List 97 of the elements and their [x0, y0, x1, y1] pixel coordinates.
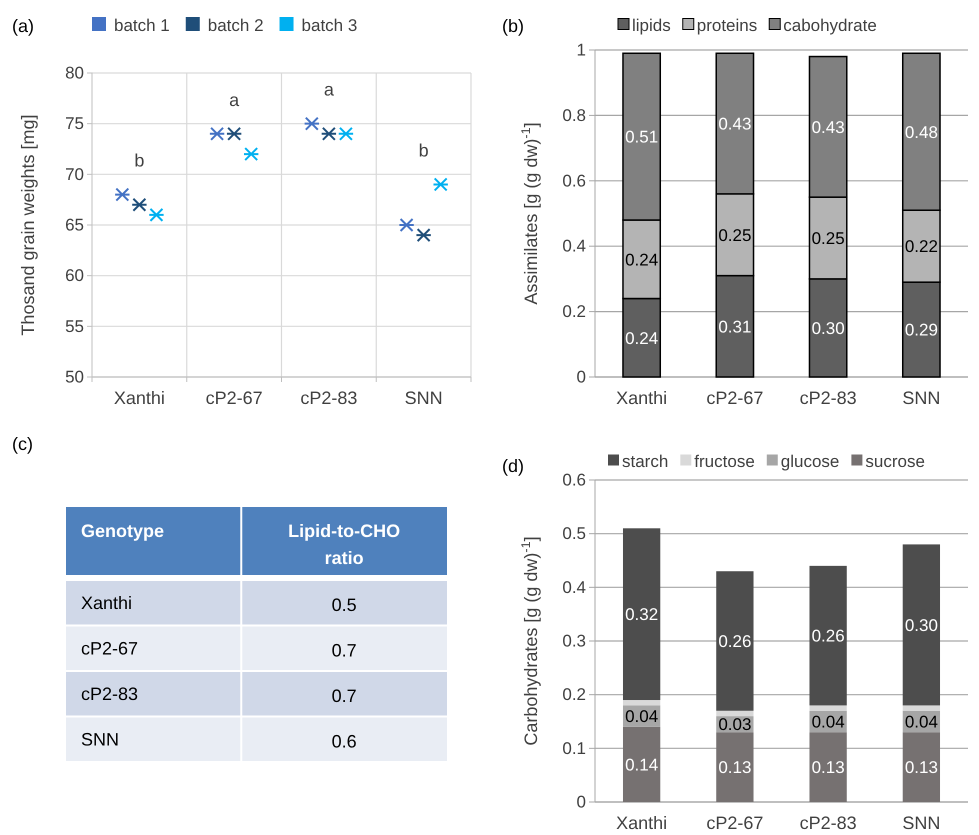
x-tick-label: SNN	[902, 388, 940, 408]
data-label: 0.24	[625, 328, 658, 348]
y-tick-label: 0	[576, 367, 586, 386]
data-label: 0.43	[718, 114, 752, 134]
bar	[809, 566, 847, 706]
legend-label: batch 3	[302, 16, 358, 35]
x-tick-label: cP2-67	[706, 812, 764, 833]
y-tick-label: 0.3	[562, 631, 586, 650]
chart-title: (d)	[502, 456, 524, 476]
data-label: 0.04	[904, 712, 938, 732]
y-tick-label: 0	[576, 792, 586, 812]
text: Genotype	[81, 521, 164, 541]
category-label: cP2-67	[81, 638, 138, 658]
data-label: 0.13	[904, 758, 938, 778]
x-tick-label: cP2-83	[800, 812, 857, 833]
data-label: 0.14	[625, 755, 658, 774]
data-label: 0.04	[812, 712, 845, 732]
data-label: 0.6	[332, 731, 357, 752]
bar	[716, 732, 754, 802]
y-tick-label: 0.5	[562, 524, 586, 544]
y-tick-label: 0.4	[562, 236, 586, 256]
y-axis-title: Thosand grain weights [mg]	[18, 114, 38, 336]
data-label: 0.31	[718, 317, 752, 336]
y-tick-label: 1	[576, 40, 586, 60]
legend-label: batch 1	[114, 16, 170, 35]
data-label: 0.48	[904, 122, 938, 142]
data-label: 0.5	[332, 594, 357, 615]
data-label: 0.25	[812, 229, 845, 248]
bar	[902, 732, 940, 802]
bar	[716, 571, 754, 711]
y-tick-label: 0.6	[562, 171, 586, 190]
data-label: 0.13	[718, 758, 752, 778]
x-tick-label: Xanthi	[114, 388, 165, 408]
data-label: 0.32	[625, 605, 658, 624]
legend-label: glucose	[780, 452, 840, 471]
data-label: 0.7	[332, 686, 357, 706]
annotation: a	[229, 90, 240, 110]
data-label: 0.30	[812, 318, 845, 338]
y-tick-label: 75	[65, 114, 84, 134]
data-label: 0.03	[718, 715, 752, 734]
legend-label: lipids	[632, 16, 671, 35]
bar	[622, 726, 660, 802]
x-tick-label: SNN	[404, 388, 443, 408]
data-label: 0.29	[904, 320, 938, 340]
text: (c)	[12, 434, 33, 454]
y-tick-label: 60	[65, 266, 84, 286]
y-tick-label: 50	[65, 367, 84, 386]
annotation: b	[134, 150, 144, 171]
y-tick-label: 65	[65, 215, 84, 234]
chart-title: (a)	[12, 16, 34, 36]
x-tick-label: cP2-83	[300, 388, 358, 408]
category-label: SNN	[81, 729, 120, 750]
bar	[902, 544, 940, 706]
legend-label: fructose	[694, 452, 755, 471]
bar	[622, 528, 660, 700]
y-tick-label: 55	[65, 316, 84, 336]
annotation: b	[418, 140, 429, 160]
x-tick-label: Xanthi	[616, 812, 668, 833]
category-label: Xanthi	[81, 592, 132, 613]
y-tick-label: 0.8	[562, 106, 586, 125]
bar	[902, 705, 940, 711]
bar	[809, 705, 847, 711]
data-label: 0.22	[904, 237, 938, 256]
data-label: 0.24	[625, 250, 658, 270]
y-tick-label: 70	[65, 164, 84, 184]
bar	[716, 710, 754, 716]
y-tick-label: 0.4	[562, 578, 586, 597]
legend-label: starch	[622, 452, 668, 471]
legend-label: proteins	[696, 16, 758, 35]
data-label: 0.26	[718, 632, 752, 651]
bar	[622, 700, 660, 706]
annotation: a	[324, 80, 335, 100]
data-label: 0.04	[625, 707, 658, 726]
legend-label: batch 2	[208, 16, 264, 35]
data-label: 0.51	[625, 128, 658, 147]
legend-label: cabohydrate	[783, 16, 877, 35]
category-label: cP2-83	[81, 684, 138, 704]
y-tick-label: 0.2	[562, 302, 586, 322]
x-tick-label: cP2-83	[800, 388, 857, 408]
x-tick-label: cP2-67	[206, 388, 263, 408]
y-tick-label: 0.1	[562, 738, 586, 758]
y-tick-label: 0.6	[562, 470, 586, 490]
data-label: 0.26	[812, 626, 845, 646]
bar	[809, 732, 847, 802]
x-tick-label: Xanthi	[616, 388, 668, 408]
data-label: 0.43	[812, 118, 845, 137]
text: Lipid-to-CHO ratio	[288, 521, 400, 568]
chart-title: (b)	[502, 16, 524, 36]
data-label: 0.25	[718, 226, 752, 245]
x-tick-label: cP2-67	[706, 388, 764, 408]
legend-label: sucrose	[865, 452, 925, 471]
y-tick-label: 80	[65, 63, 84, 82]
y-tick-label: 0.2	[562, 685, 586, 704]
data-label: 0.30	[904, 616, 938, 635]
x-tick-label: SNN	[902, 812, 940, 833]
data-label: 0.13	[812, 758, 845, 778]
data-label: 0.7	[332, 640, 357, 660]
